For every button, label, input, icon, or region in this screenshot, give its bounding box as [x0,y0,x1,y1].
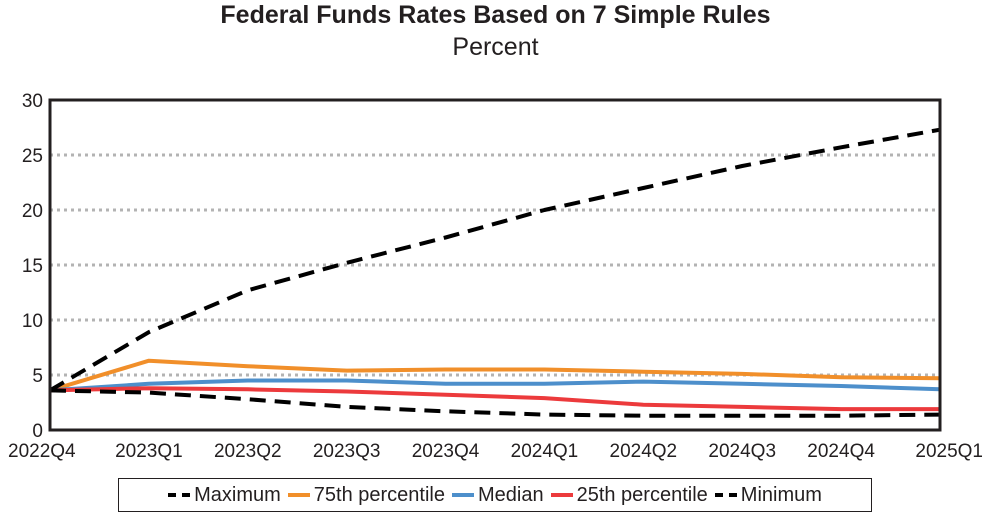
x-tick-label: 2023Q3 [313,441,381,462]
y-tick-label: 15 [22,256,43,277]
series-line-maximum [48,127,941,393]
series-line-median [49,378,941,393]
legend-swatch [168,493,191,497]
y-tick-label: 10 [22,311,43,332]
legend-item: Maximum [168,484,281,507]
y-tick-label: 0 [32,421,43,442]
x-tick-label: 2023Q2 [214,441,282,462]
y-tick-label: 25 [22,146,43,167]
legend-label: 25th percentile [576,483,708,506]
legend-label: Maximum [194,483,281,506]
legend-swatch [714,493,737,497]
legend-swatch [451,493,474,497]
chart-legend: Maximum 75th percentile Median 25th percent… [118,478,872,512]
series-line-75th-percentile [49,358,941,393]
legend-label: 75th percentile [313,483,445,506]
series-line-minimum [49,388,941,418]
legend-swatch [287,493,310,497]
grid-lines [50,153,940,377]
legend-item: 75th percentile [287,483,445,507]
legend-item: 25th percentile [550,483,708,507]
x-tick-label: 2025Q1 [915,441,983,462]
x-axis-ticks: 2022Q4 2023Q1 2023Q2 2023Q3 2023Q4 2024Q1 2024… [8,441,983,462]
y-tick-label: 5 [32,366,43,387]
y-tick-label: 30 [22,91,43,112]
y-tick-label: 20 [22,201,43,222]
y-axis-ticks: 0 5 10 15 20 25 30 [22,91,43,442]
chart-subtitle: Percent [452,33,539,61]
chart-title: Federal Funds Rates Based on 7 Simple Ru… [220,1,771,29]
legend-label: Minimum [740,483,822,506]
x-tick-label: 2024Q2 [610,441,678,462]
plot-frame [48,98,942,432]
x-tick-label: 2024Q3 [708,441,776,462]
legend-swatch [550,493,573,497]
x-tick-label: 2024Q1 [511,441,579,462]
x-tick-label: 2022Q4 [8,441,76,462]
x-tick-label: 2023Q1 [115,441,183,462]
legend-item: Median [451,483,544,507]
x-tick-label: 2024Q4 [807,441,875,462]
series-lines [48,127,941,418]
x-tick-label: 2023Q4 [412,441,480,462]
series-line-25th-percentile [49,386,940,412]
legend-label: Median [477,483,544,506]
legend-item: Minimum [714,483,822,507]
